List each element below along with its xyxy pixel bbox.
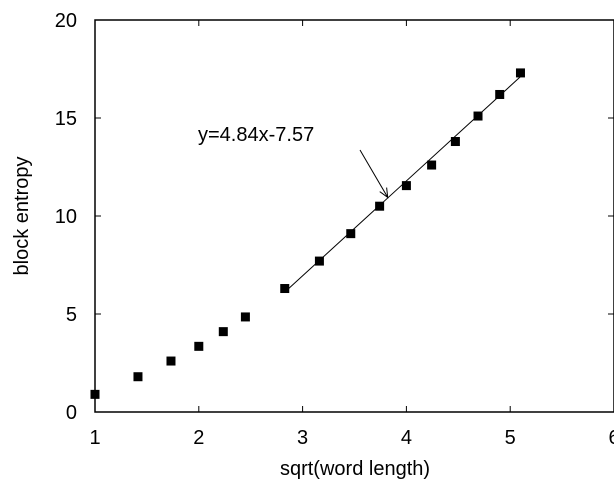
data-point bbox=[194, 341, 204, 351]
y-axis-title: block entropy bbox=[11, 157, 33, 276]
data-point bbox=[240, 312, 250, 322]
axis-ticks bbox=[94, 19, 614, 413]
data-point bbox=[375, 201, 385, 211]
data-point bbox=[218, 327, 228, 337]
data-point bbox=[90, 389, 100, 399]
x-tick-label: 3 bbox=[297, 427, 308, 449]
tick-labels: 1 2 3 4 5 6 0 5 10 15 20 bbox=[55, 10, 614, 449]
x-tick-label: 2 bbox=[193, 427, 204, 449]
data-point bbox=[401, 181, 411, 191]
fit-equation-label: y=4.84x-7.57 bbox=[198, 124, 314, 146]
data-point bbox=[133, 372, 143, 382]
annotation-arrowhead bbox=[379, 187, 389, 199]
x-tick-label: 5 bbox=[505, 427, 516, 449]
data-point bbox=[314, 256, 324, 266]
y-tick-label: 10 bbox=[55, 206, 77, 228]
y-tick-label: 15 bbox=[55, 108, 77, 130]
x-tick-label: 6 bbox=[608, 427, 614, 449]
x-axis-title: sqrt(word length) bbox=[280, 458, 430, 480]
data-point bbox=[166, 356, 176, 366]
y-tick-label: 20 bbox=[55, 10, 77, 32]
data-point bbox=[346, 229, 356, 239]
data-point bbox=[427, 160, 437, 170]
data-point bbox=[450, 137, 460, 147]
data-point bbox=[473, 111, 483, 121]
y-tick-label: 0 bbox=[66, 402, 77, 424]
x-tick-label: 4 bbox=[401, 427, 412, 449]
y-tick-label: 5 bbox=[66, 304, 77, 326]
annotation-arrow bbox=[359, 149, 389, 198]
data-points bbox=[90, 68, 525, 399]
data-point bbox=[280, 284, 290, 294]
plot-frame bbox=[94, 19, 614, 413]
data-point bbox=[515, 68, 525, 78]
data-point bbox=[495, 89, 505, 99]
x-tick-label: 1 bbox=[89, 427, 100, 449]
